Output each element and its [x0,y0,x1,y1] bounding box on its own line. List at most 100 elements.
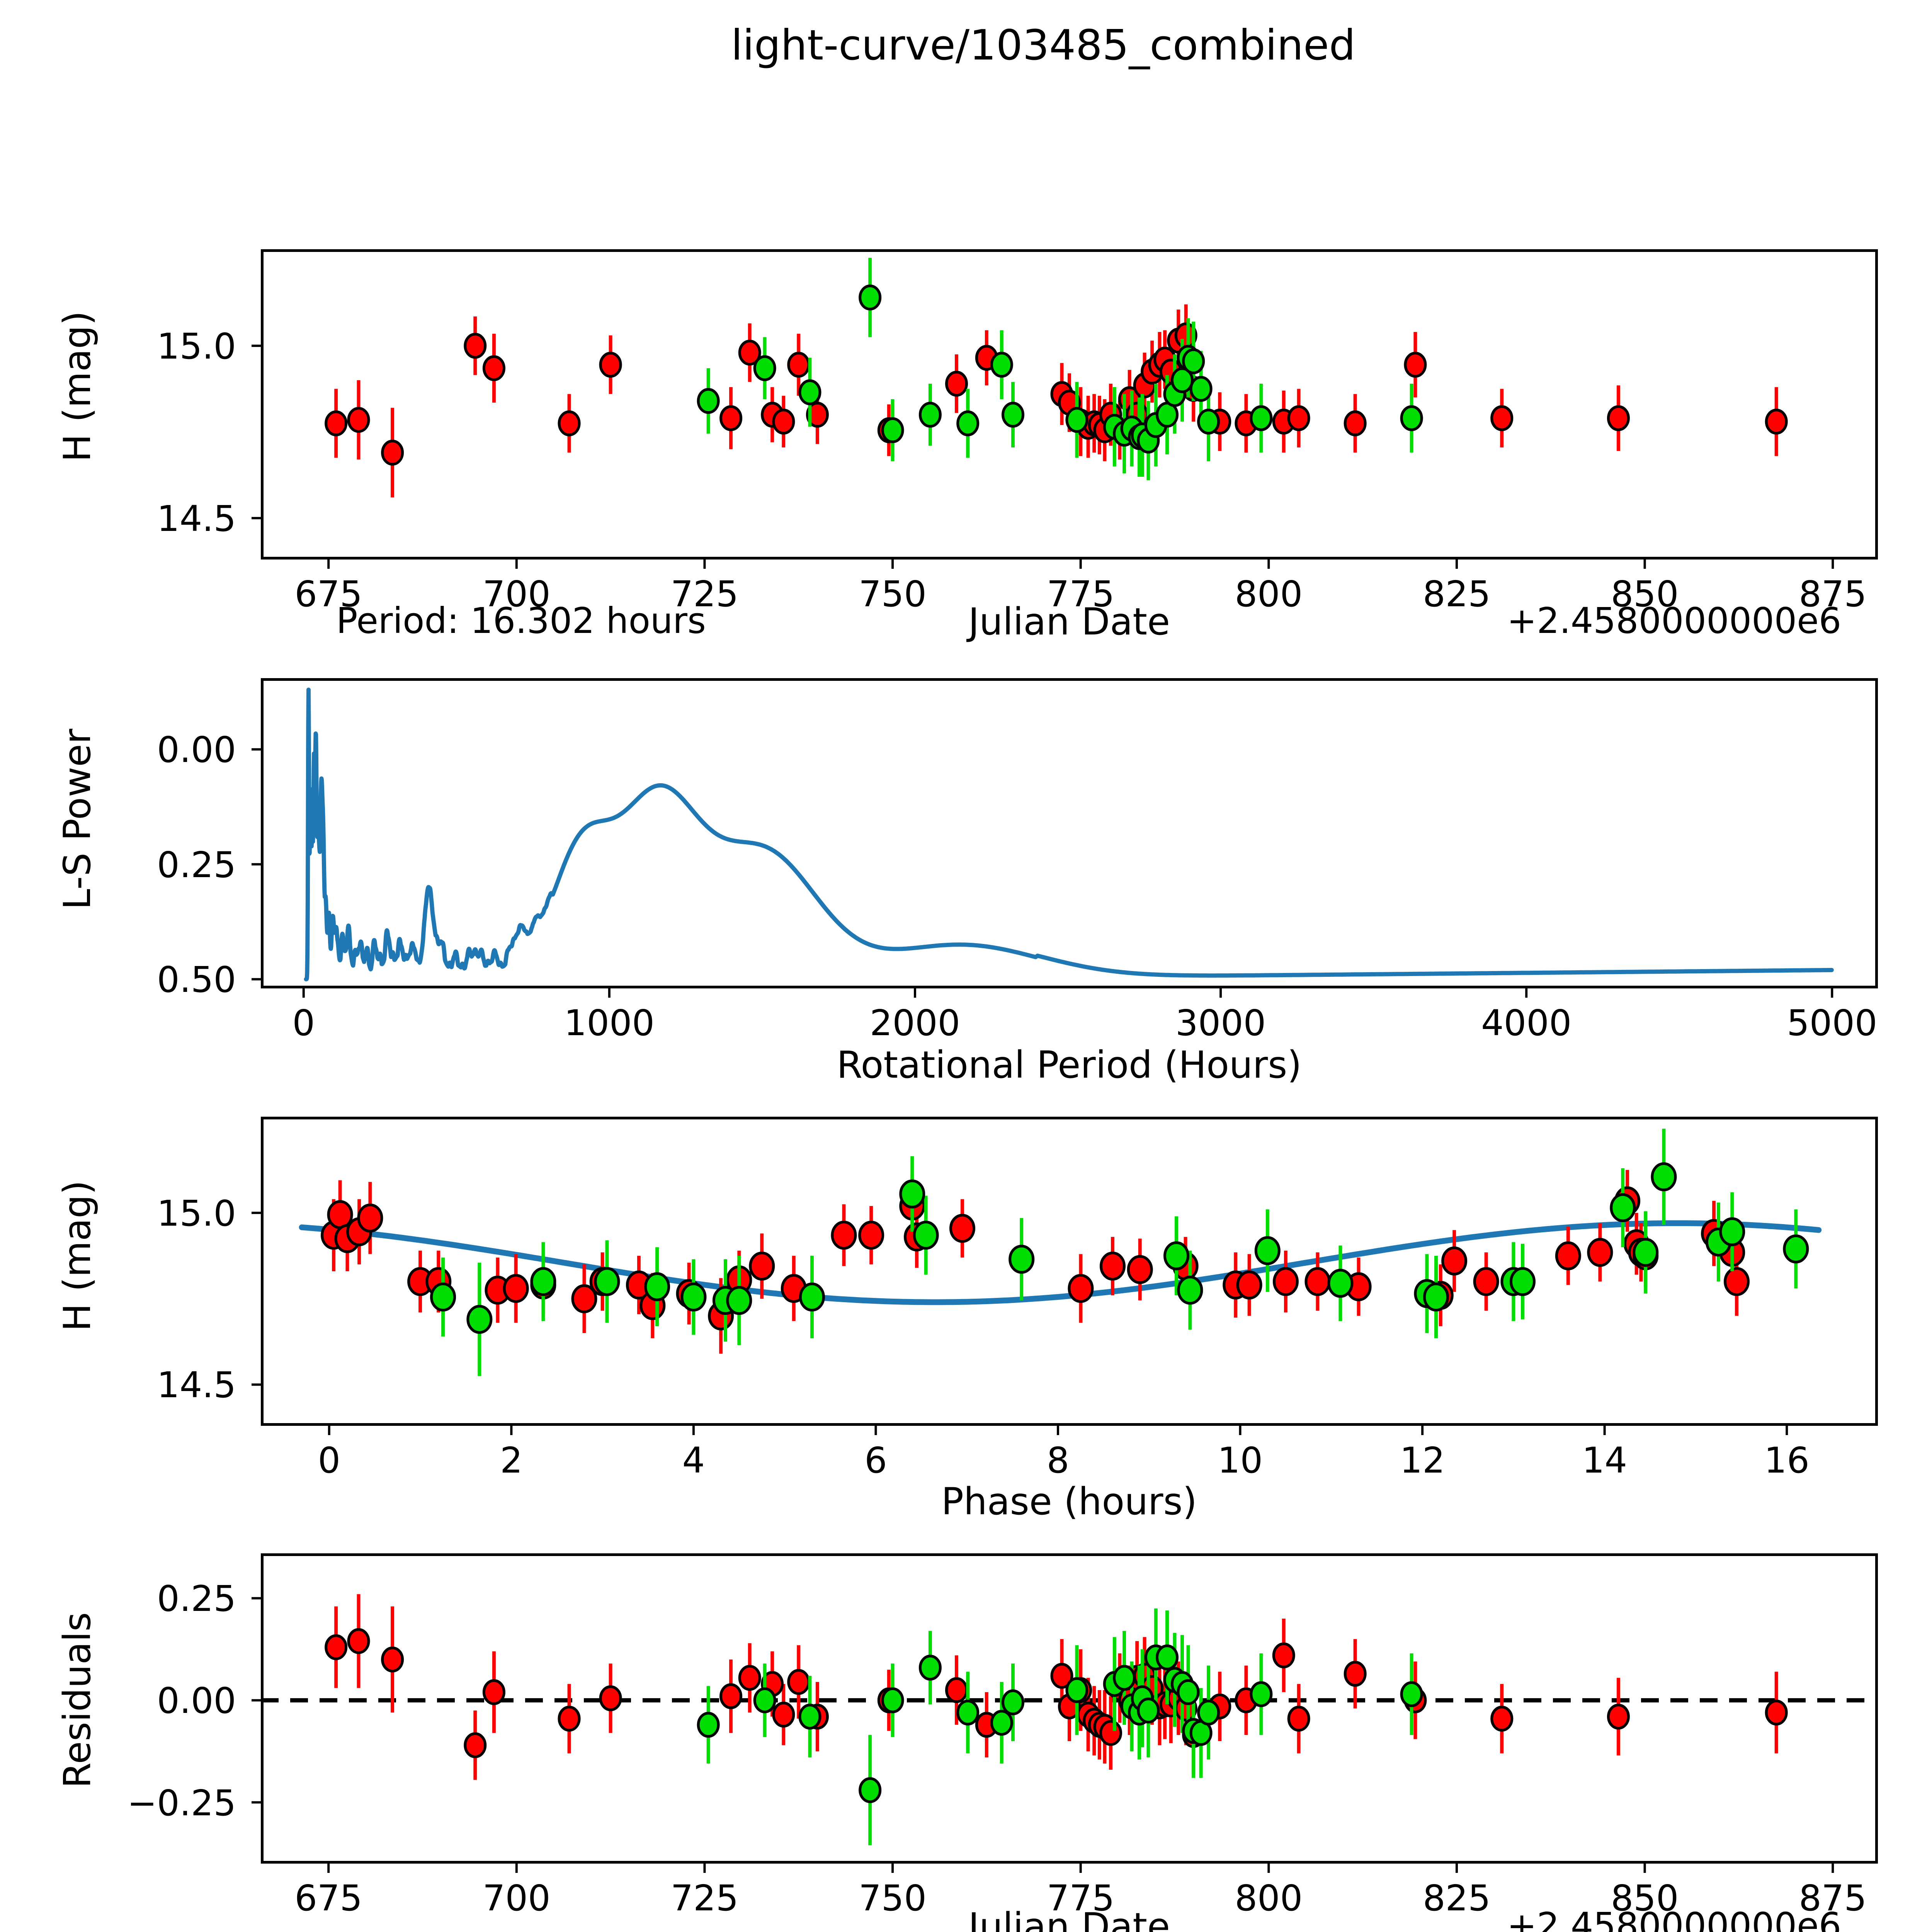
data-point [558,410,581,437]
residuals-series-green [697,1608,1423,1845]
data-point [1197,408,1220,435]
data-point [594,1267,620,1296]
data-point [1189,376,1213,402]
data-point [1473,1267,1499,1296]
lightcurve-xtick: 750 [859,573,927,615]
data-point [697,1712,720,1738]
data-point [1555,1241,1581,1270]
data-point [599,352,622,378]
phase-ytick: 15.0 [157,1192,236,1234]
data-point [1765,408,1788,435]
data-point [1156,1644,1179,1670]
data-point [1441,1246,1468,1276]
data-point [464,1732,487,1759]
data-point [859,284,882,311]
data-point [1002,1689,1025,1716]
residuals-xtick: 800 [1235,1878,1303,1919]
residuals-xtick: 725 [670,1878,739,1919]
data-point [1197,1699,1220,1726]
phase-xtick: 6 [864,1440,887,1481]
data-point [1272,1267,1299,1296]
data-point [749,1252,775,1281]
data-point [945,371,968,397]
data-point [1177,1276,1203,1305]
residuals-ytick: 0.25 [157,1578,236,1620]
data-point [798,379,821,405]
data-point [1182,348,1205,374]
residuals-ytick: −0.25 [127,1782,236,1824]
data-point [1607,1704,1630,1730]
data-point [1400,405,1423,431]
data-point [738,1665,761,1691]
phase-xtick: 0 [318,1440,341,1481]
periodogram-xtick: 1000 [564,1002,655,1044]
data-point [1009,1245,1035,1274]
lightcurve-xtick: 775 [1046,573,1115,615]
data-point [482,355,505,381]
data-point [772,408,795,435]
data-point [697,388,720,414]
data-point [1509,1267,1536,1296]
lightcurve-xtick: 700 [483,573,551,615]
data-point [1327,1269,1354,1298]
data-point [799,1282,825,1312]
data-point [1783,1234,1809,1264]
data-point [530,1267,556,1296]
residuals-xtick: 675 [294,1878,362,1919]
data-point [831,1221,857,1250]
data-point [798,1704,821,1730]
data-point [1724,1267,1750,1296]
residuals-xtick: 700 [483,1878,551,1919]
data-point [1137,1697,1160,1724]
sinusoid-fit-curve [299,1220,1822,1305]
figure-title: light-curve/103485_combined [731,21,1356,70]
lightcurve-xtick: 875 [1799,573,1867,615]
data-point [1423,1282,1449,1312]
data-point [719,405,743,431]
lightcurve-series-green [697,258,1423,480]
residuals-xtick: 875 [1799,1878,1867,1919]
residuals-xtick: 850 [1611,1878,1679,1919]
data-point [1765,1699,1788,1726]
data-point [1099,1252,1126,1281]
phase-xtick: 14 [1582,1440,1628,1481]
periodogram-ytick: 0.25 [157,844,236,886]
data-point [990,352,1013,378]
residuals-series-red [325,1594,1788,1780]
periodogram-ytick: 0.50 [157,959,236,1001]
data-point [1610,1193,1636,1223]
phase-xtick: 16 [1764,1440,1810,1481]
lightcurve-xtick: 800 [1235,573,1303,615]
data-point [1490,1706,1514,1732]
data-point [881,417,904,443]
lightcurve-xtick: 850 [1611,573,1679,615]
data-point [858,1221,884,1250]
data-point [1587,1238,1613,1267]
periodogram-x-axis-label: Rotational Period (Hours) [837,1043,1302,1087]
lightcurve-xtick: 725 [670,573,739,615]
periodogram-xtick: 4000 [1481,1002,1572,1044]
periodogram-ytick: 0.00 [157,729,236,771]
data-point [347,407,370,433]
data-point [899,1179,925,1209]
residuals-x-offset-text: +2.4580000000e6 [1507,1905,1842,1932]
data-point [1404,352,1427,378]
data-point [357,1203,383,1233]
data-point [881,1687,904,1713]
residuals-xtick: 775 [1046,1878,1115,1919]
phase-x-axis-label: Phase (hours) [941,1480,1197,1523]
data-point [918,1655,942,1681]
data-point [945,1677,968,1703]
phase-xtick: 12 [1400,1440,1445,1481]
data-point [1002,401,1025,428]
period-annotation: Period: 16.302 hours [336,600,706,641]
data-point [1287,405,1310,431]
data-point [787,1669,810,1695]
data-point [913,1221,939,1250]
data-point [325,1634,348,1660]
data-point [1065,1677,1088,1703]
lightcurve-x-axis-label: Julian Date [968,600,1170,643]
data-point [990,1709,1013,1736]
